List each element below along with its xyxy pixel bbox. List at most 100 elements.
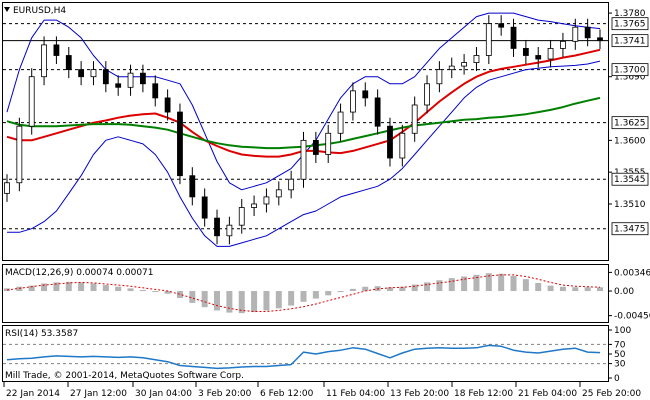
- x-tick-label: 22 Jan 2014: [6, 389, 60, 399]
- price-pane-title: EURUSD,H4: [13, 6, 66, 16]
- candle-body: [41, 44, 47, 78]
- price-level-label: 1.3545: [614, 175, 646, 185]
- triangle-down-icon[interactable]: [4, 7, 10, 12]
- candle-body: [461, 62, 468, 67]
- axes-layer: 1.37801.36901.36001.35551.35101.37651.37…: [3, 9, 650, 399]
- macd-histogram-bar: [312, 291, 319, 299]
- macd-histogram-bar: [139, 289, 146, 292]
- macd-histogram-bar: [535, 282, 542, 292]
- candle-body: [53, 44, 60, 56]
- macd-histogram-bar: [78, 282, 85, 292]
- price-level-box: [611, 63, 649, 77]
- candle-body: [189, 175, 196, 198]
- price-level-label: 1.3765: [614, 20, 646, 30]
- price-pane-frame: [2, 2, 609, 261]
- candle-body: [65, 55, 72, 71]
- x-tick-label: 27 Jan 12:00: [70, 389, 127, 399]
- candle-body: [547, 48, 554, 60]
- macd-histogram-bar: [238, 291, 245, 314]
- macd-histogram-bar: [251, 291, 258, 313]
- candle-body: [337, 111, 344, 134]
- macd-pane-frame: [2, 264, 609, 323]
- candle-body: [387, 125, 393, 159]
- price-level-box: [611, 116, 649, 130]
- macd-pane-title: MACD(12,26,9) 0.00074 0.00071: [5, 268, 154, 278]
- macd-histogram-bar: [102, 285, 109, 292]
- candle-body: [584, 26, 591, 39]
- macd-histogram-bar: [584, 287, 591, 292]
- macd-histogram-bar: [90, 283, 97, 292]
- candle-body: [78, 69, 85, 78]
- macd-histogram-bar: [65, 281, 72, 292]
- macd-histogram-bar: [152, 291, 159, 293]
- macd-histogram-bar: [41, 283, 48, 292]
- macd-histogram-bar: [572, 287, 579, 292]
- candle-body: [473, 55, 480, 63]
- macd-histogram-bar: [559, 286, 566, 292]
- macd-pane: [4, 273, 603, 314]
- price-y-tick-label: 1.3600: [614, 136, 646, 146]
- price-level-label: 1.3625: [614, 119, 646, 129]
- price-y-tick-label: 1.3690: [614, 73, 646, 83]
- candle-body: [28, 76, 35, 127]
- candle-body: [127, 72, 134, 88]
- candle-body: [362, 90, 369, 99]
- macd-histogram-bar: [16, 286, 23, 292]
- macd-y-tick-label: 0.00346: [614, 268, 650, 278]
- macd-histogram-bar: [53, 282, 60, 292]
- candle-body: [164, 97, 171, 113]
- candle-body: [312, 139, 319, 155]
- macd-histogram-bar: [337, 291, 344, 293]
- macd-histogram-bar: [498, 273, 505, 292]
- candle-body: [300, 139, 307, 180]
- rsi-y-tick-label: 100: [614, 326, 631, 336]
- rsi-pane-title: RSI(14) 53.3587: [5, 329, 78, 339]
- candle-body: [350, 90, 356, 113]
- candle-body: [4, 182, 10, 194]
- copyright-text: Mill Trade, © 2001-2014, MetaQuotes Soft…: [5, 371, 244, 381]
- candle-body: [214, 217, 220, 237]
- candle-body: [102, 69, 109, 85]
- price-y-tick-label: 1.3510: [614, 200, 646, 210]
- price-level-label: 1.3475: [614, 225, 646, 235]
- candle-body: [498, 23, 505, 28]
- macd-histogram-bar: [226, 291, 233, 313]
- rsi-y-tick-label: 70: [614, 340, 626, 350]
- macd-histogram-bar: [386, 287, 393, 292]
- macd-histogram-bar: [214, 291, 221, 311]
- macd-histogram-bar: [164, 291, 171, 294]
- macd-histogram-bar: [28, 285, 35, 292]
- macd-histogram-bar: [522, 279, 529, 292]
- macd-histogram-bar: [362, 286, 369, 292]
- price-pane: [3, 12, 608, 247]
- candle-body: [510, 26, 517, 49]
- candle-body: [597, 37, 603, 42]
- candle-body: [424, 83, 430, 106]
- x-tick-label: 13 Feb 20:00: [390, 389, 449, 399]
- x-tick-label: 30 Jan 04:00: [135, 389, 192, 399]
- x-tick-label: 25 Feb 20:00: [582, 389, 641, 399]
- x-tick-label: 11 Feb 04:00: [326, 389, 385, 399]
- macd-signal-line: [6, 274, 601, 312]
- bollinger-lower-line: [7, 60, 601, 247]
- candle-body: [226, 224, 233, 237]
- x-tick-label: 18 Feb 12:00: [454, 389, 513, 399]
- candle-body: [251, 203, 257, 208]
- macd-histogram-bar: [275, 291, 282, 309]
- price-level-label: 1.3741: [614, 37, 646, 47]
- macd-y-tick-label: -0.00456: [614, 312, 650, 322]
- macd-histogram-bar: [448, 278, 455, 292]
- price-level-box: [611, 222, 649, 236]
- macd-y-tick-label: 0.00: [614, 287, 634, 297]
- candle-body: [374, 97, 381, 127]
- macd-histogram-bar: [127, 288, 134, 292]
- candle-body: [560, 40, 566, 49]
- candle-body: [411, 104, 418, 134]
- rsi-line: [6, 344, 601, 370]
- candle-body: [90, 69, 97, 78]
- macd-histogram-bar: [485, 273, 492, 292]
- rsi-y-tick-label: 50: [614, 350, 626, 360]
- candle-body: [535, 55, 542, 60]
- candle-body: [485, 23, 492, 56]
